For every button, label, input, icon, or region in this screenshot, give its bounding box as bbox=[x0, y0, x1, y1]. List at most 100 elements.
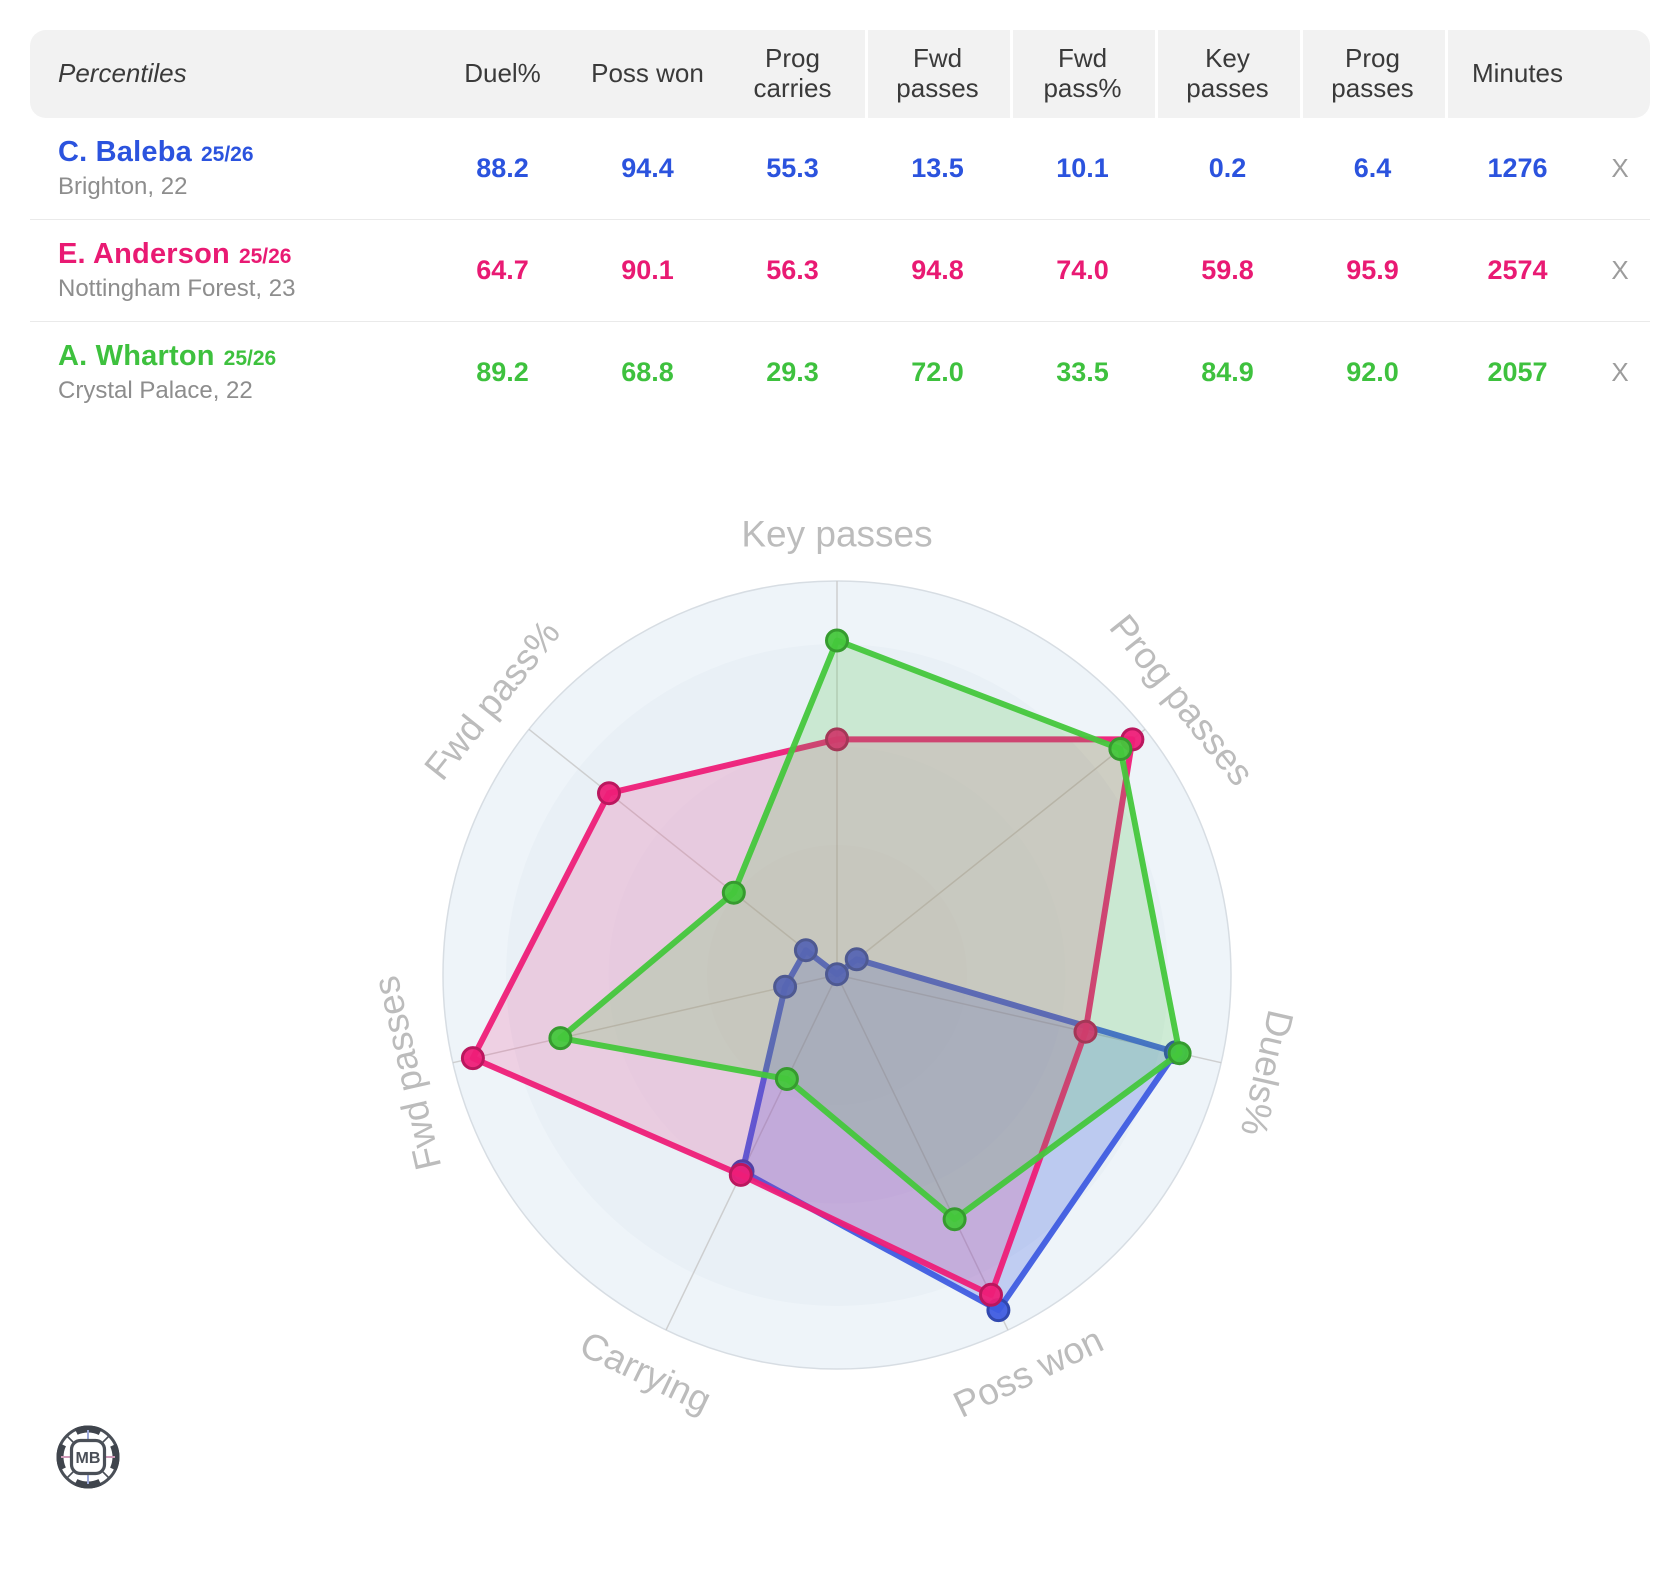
radar-point bbox=[721, 880, 746, 905]
header-col-fwd-passes: Fwd passes bbox=[896, 43, 979, 103]
header-col-prog-carries: Prog carries bbox=[753, 43, 832, 103]
radar-axis-label-key-passes: Key passes bbox=[741, 514, 932, 555]
mb-logo: MB bbox=[55, 1424, 121, 1490]
player-row: A. Wharton 25/26 Crystal Palace, 22 89.2 68.… bbox=[30, 322, 1650, 423]
logo-diagonal bbox=[101, 1470, 110, 1479]
radar-point bbox=[773, 974, 798, 999]
radar-axis-label-fwd-passes: Fwd passes bbox=[365, 972, 449, 1174]
radar-polygon-e-anderson-25-26 bbox=[469, 736, 1136, 1298]
radar-point bbox=[825, 962, 849, 987]
stat-value: 88.2 bbox=[476, 153, 529, 183]
remove-player-button[interactable]: X bbox=[1611, 153, 1629, 183]
mb-logo-text: MB bbox=[76, 1450, 101, 1467]
stat-value: 72.0 bbox=[911, 357, 964, 387]
stats-card: Percentiles Duel% Poss won Prog carries Fwd… bbox=[30, 30, 1650, 423]
radar-point bbox=[825, 628, 849, 653]
player-cell: A. Wharton 25/26 Crystal Palace, 22 bbox=[30, 340, 430, 405]
header-segment-gap bbox=[1445, 30, 1448, 118]
player-club: Crystal Palace, 22 bbox=[58, 377, 253, 404]
radar-point bbox=[1108, 737, 1133, 761]
stat-value: 64.7 bbox=[476, 255, 529, 285]
radar-point bbox=[1073, 1019, 1098, 1044]
logo-diagonal bbox=[66, 1470, 75, 1479]
radar-point bbox=[825, 727, 849, 752]
logo-ball-patches bbox=[56, 1425, 120, 1489]
stat-value: 92.0 bbox=[1346, 357, 1399, 387]
radar-point bbox=[1167, 1041, 1192, 1066]
stats-table-body: C. Baleba 25/26 Brighton, 22 88.2 94.4 55.3 13… bbox=[30, 118, 1650, 423]
player-name[interactable]: E. Anderson bbox=[58, 238, 230, 270]
header-col-key-passes: Key passes bbox=[1186, 43, 1269, 103]
radar-chart: Key passes Prog passes Duels% Poss won Carry… bbox=[337, 475, 1337, 1475]
radar-point bbox=[793, 938, 818, 963]
stat-value: 68.8 bbox=[621, 357, 674, 387]
radar-point bbox=[844, 947, 869, 972]
header-segment-gap bbox=[1300, 30, 1303, 118]
player-cell: C. Baleba 25/26 Brighton, 22 bbox=[30, 136, 430, 201]
logo-diagonal bbox=[101, 1435, 110, 1444]
stat-value: 95.9 bbox=[1346, 255, 1399, 285]
logo-diagonal bbox=[66, 1435, 75, 1444]
player-cell: E. Anderson 25/26 Nottingham Forest, 23 bbox=[30, 238, 430, 303]
header-col-poss-won: Poss won bbox=[591, 58, 704, 89]
header-percentiles-label: Percentiles bbox=[58, 58, 187, 89]
header-col-fwd-pass-: Fwd pass% bbox=[1043, 43, 1122, 103]
radar-point bbox=[597, 781, 621, 806]
mb-logo-icon: MB bbox=[56, 1425, 120, 1489]
stat-value: 6.4 bbox=[1353, 153, 1392, 183]
logo-square bbox=[69, 1438, 107, 1476]
player-name[interactable]: C. Baleba bbox=[58, 136, 192, 168]
stat-value: 89.2 bbox=[476, 357, 529, 387]
stat-value: 1276 bbox=[1487, 153, 1548, 183]
stat-value: 94.8 bbox=[911, 255, 964, 285]
stats-table-header: Percentiles Duel% Poss won Prog carries Fwd… bbox=[30, 30, 1650, 118]
radar-axis-label-duels-: Duels% bbox=[1233, 1006, 1301, 1139]
player-name[interactable]: A. Wharton bbox=[58, 340, 215, 372]
stat-value: 2574 bbox=[1487, 255, 1548, 285]
header-segment-gap bbox=[1155, 30, 1158, 118]
radar-spoke bbox=[836, 728, 1146, 976]
radar-point bbox=[460, 1046, 485, 1071]
header-segment-gap bbox=[865, 30, 868, 118]
player-row: C. Baleba 25/26 Brighton, 22 88.2 94.4 55.3 13… bbox=[30, 118, 1650, 220]
player-name-line: C. Baleba 25/26 bbox=[58, 136, 430, 169]
player-season: 25/26 bbox=[223, 347, 277, 370]
remove-player-button[interactable]: X bbox=[1611, 255, 1629, 285]
stat-value: 33.5 bbox=[1056, 357, 1109, 387]
remove-player-button[interactable]: X bbox=[1611, 357, 1629, 387]
player-season: 25/26 bbox=[200, 143, 254, 166]
stat-value: 94.4 bbox=[621, 153, 674, 183]
radar-point bbox=[979, 1282, 1003, 1307]
player-row: E. Anderson 25/26 Nottingham Forest, 23 64.… bbox=[30, 220, 1650, 322]
radar-point bbox=[728, 1162, 753, 1187]
header-col-prog-passes: Prog passes bbox=[1331, 43, 1414, 103]
header-col-minutes: Minutes bbox=[1471, 58, 1564, 89]
radar-spoke bbox=[665, 974, 838, 1331]
stat-value: 59.8 bbox=[1201, 255, 1254, 285]
radar-spoke bbox=[528, 728, 838, 976]
radar-point bbox=[774, 1067, 799, 1091]
stat-value: 74.0 bbox=[1056, 255, 1109, 285]
header-col-duel-: Duel% bbox=[464, 58, 541, 89]
stat-value: 10.1 bbox=[1056, 153, 1109, 183]
stat-value: 2057 bbox=[1487, 357, 1548, 387]
player-name-line: E. Anderson 25/26 bbox=[58, 238, 430, 271]
radar-point bbox=[548, 1026, 573, 1051]
stat-value: 55.3 bbox=[766, 153, 819, 183]
player-name-line: A. Wharton 25/26 bbox=[58, 340, 430, 373]
radar-spoke bbox=[836, 974, 1009, 1331]
stat-value: 0.2 bbox=[1208, 153, 1247, 183]
radar-spoke bbox=[452, 974, 838, 1064]
radar-polygon-a-wharton-25-26 bbox=[557, 637, 1183, 1223]
stat-value: 13.5 bbox=[911, 153, 964, 183]
radar-point bbox=[942, 1207, 967, 1232]
stat-value: 84.9 bbox=[1201, 357, 1254, 387]
player-club: Nottingham Forest, 23 bbox=[58, 275, 296, 302]
header-segment-gap bbox=[1010, 30, 1013, 118]
stat-value: 56.3 bbox=[766, 255, 819, 285]
player-club: Brighton, 22 bbox=[58, 173, 188, 200]
stat-value: 29.3 bbox=[766, 357, 819, 387]
stat-value: 90.1 bbox=[621, 255, 674, 285]
